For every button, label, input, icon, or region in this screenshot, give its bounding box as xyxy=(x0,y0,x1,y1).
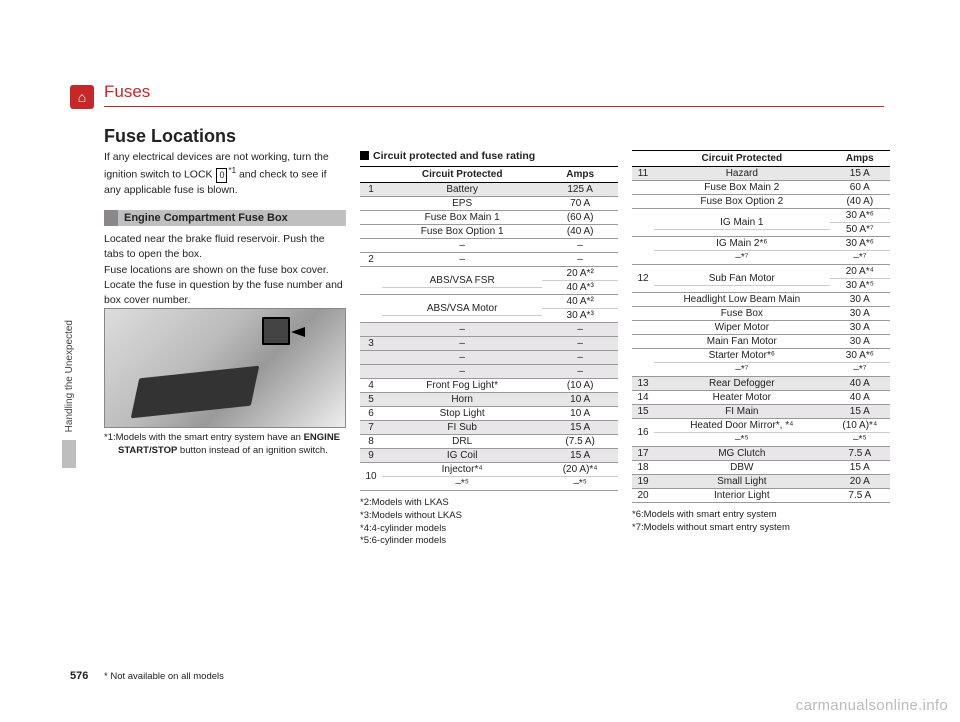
table-row: 14Heater Motor40 A xyxy=(632,391,890,405)
engine-box-text: Located near the brake fluid reservoir. … xyxy=(104,232,346,308)
star-footnote: * Not available on all models xyxy=(104,671,224,682)
side-tab-label: Handling the Unexpected xyxy=(64,320,75,432)
table-row: 15FI Main15 A xyxy=(632,405,890,419)
intro-paragraph: If any electrical devices are not workin… xyxy=(104,150,346,198)
table-row: 7FI Sub15 A xyxy=(360,421,618,435)
table-row: 12Sub Fan Motor20 A*⁴30 A*⁵ xyxy=(632,265,890,293)
th-circuit: Circuit Protected xyxy=(382,167,542,183)
chapter-title: Fuses xyxy=(104,82,884,107)
table-row: 6Stop Light10 A xyxy=(360,407,618,421)
table-row: Starter Motor*⁶–*⁷30 A*⁶–*⁷ xyxy=(632,349,890,377)
column-1: If any electrical devices are not workin… xyxy=(104,150,346,548)
table-row: IG Main 130 A*⁶50 A*⁷ xyxy=(632,209,890,237)
table-row: 19Small Light20 A xyxy=(632,475,890,489)
fuse-table-2: Circuit Protected Amps 11Hazard15 AFuse … xyxy=(632,150,890,503)
table-row: Fuse Box Option 1(40 A) xyxy=(360,225,618,239)
table-row: –– xyxy=(360,365,618,379)
table-row: 20Interior Light7.5 A xyxy=(632,489,890,503)
table-row: ABS/VSA FSR20 A*²40 A*³ xyxy=(360,267,618,295)
table-row: Fuse Box Main 260 A xyxy=(632,181,890,195)
table-row: –– xyxy=(360,323,618,337)
table-row: 16Heated Door Mirror*, *⁴–*⁵(10 A)*⁴–*⁵ xyxy=(632,419,890,447)
table-row: 18DBW15 A xyxy=(632,461,890,475)
table-row: 10Injector*⁴–*⁵(20 A)*⁴–*⁵ xyxy=(360,463,618,491)
table-row: –– xyxy=(360,351,618,365)
table-row: 13Rear Defogger40 A xyxy=(632,377,890,391)
table-row: 9IG Coil15 A xyxy=(360,449,618,463)
table-row: Fuse Box Option 2(40 A) xyxy=(632,195,890,209)
th-amps: Amps xyxy=(542,167,618,183)
table-row: 3–– xyxy=(360,337,618,351)
note1-prefix: *1:Models with the smart entry system ha… xyxy=(104,432,304,443)
watermark: carmanualsonline.info xyxy=(796,697,948,714)
table-row: Wiper Motor30 A xyxy=(632,321,890,335)
fuse-table-1: Circuit Protected Amps 1Battery125 AEPS7… xyxy=(360,166,618,491)
table-row: –– xyxy=(360,239,618,253)
intro-superscript: *1 xyxy=(228,166,236,175)
column-3: Circuit Protected Amps 11Hazard15 AFuse … xyxy=(632,150,890,548)
footnotes-2: *6:Models with smart entry system *7:Mod… xyxy=(632,509,890,535)
table-row: Headlight Low Beam Main30 A xyxy=(632,293,890,307)
note-1: *1:Models with the smart entry system ha… xyxy=(104,432,346,458)
th-circuit-2: Circuit Protected xyxy=(654,151,830,167)
lock-icon: 0 xyxy=(216,168,227,183)
table-row: 5Horn10 A xyxy=(360,393,618,407)
page-number: 576 xyxy=(70,670,88,682)
table-row: 8DRL(7.5 A) xyxy=(360,435,618,449)
table-row: IG Main 2*⁶–*⁷30 A*⁶–*⁷ xyxy=(632,237,890,265)
table-row: 11Hazard15 A xyxy=(632,167,890,181)
column-2: Circuit protected and fuse rating Circui… xyxy=(360,150,618,548)
engine-box-heading: Engine Compartment Fuse Box xyxy=(104,210,346,226)
table-row: 1Battery125 A xyxy=(360,183,618,197)
table-heading: Circuit protected and fuse rating xyxy=(360,150,618,162)
table-row: Fuse Box Main 1(60 A) xyxy=(360,211,618,225)
footnotes-1: *2:Models with LKAS *3:Models without LK… xyxy=(360,497,618,548)
table-row: 4Front Fog Light*(10 A) xyxy=(360,379,618,393)
home-icon[interactable]: ⌂ xyxy=(70,85,94,109)
table-row: 17MG Clutch7.5 A xyxy=(632,447,890,461)
table-row: EPS70 A xyxy=(360,197,618,211)
table-row: 2–– xyxy=(360,253,618,267)
table-row: ABS/VSA Motor40 A*²30 A*³ xyxy=(360,295,618,323)
note1-suffix: button instead of an ignition switch. xyxy=(177,445,328,456)
table-row: Main Fan Motor30 A xyxy=(632,335,890,349)
section-title: Fuse Locations xyxy=(104,126,236,147)
fuse-box-image xyxy=(104,308,346,428)
th-amps-2: Amps xyxy=(830,151,890,167)
table-row: Fuse Box30 A xyxy=(632,307,890,321)
side-tab-marker xyxy=(62,440,76,468)
